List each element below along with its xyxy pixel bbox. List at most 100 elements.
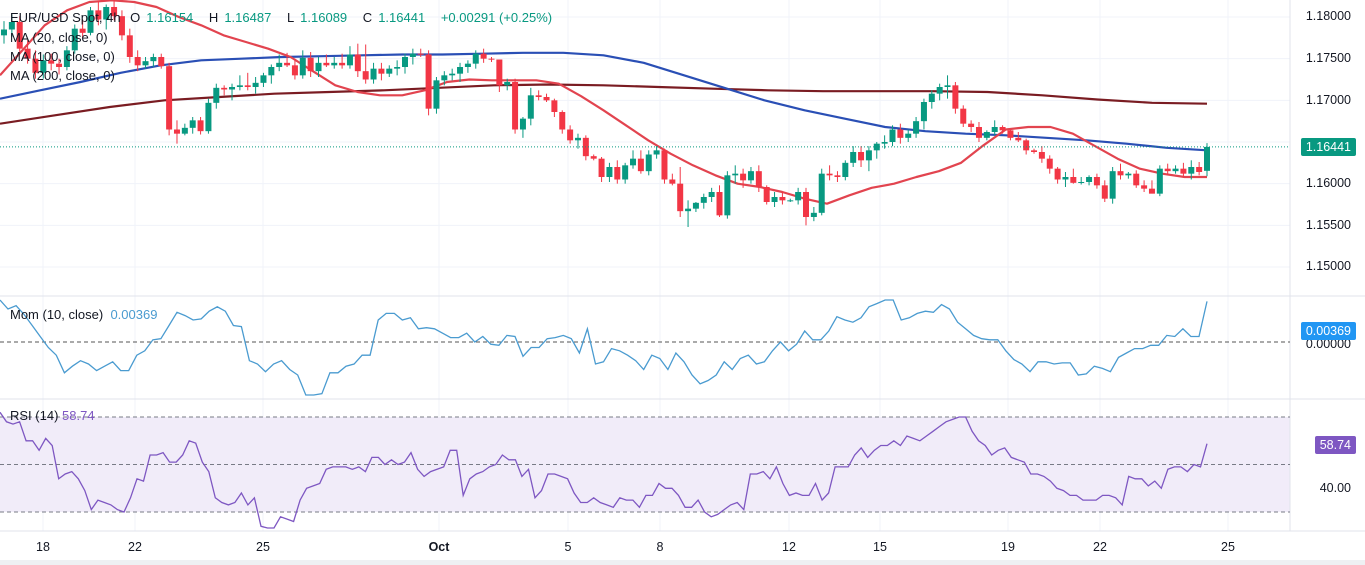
candle [873,142,880,159]
candle-body [1101,185,1108,199]
rsi-legend[interactable]: RSI (14) 58.74 [10,408,95,424]
candle [95,1,102,26]
candle-body [1054,168,1061,180]
candle-body [150,57,157,62]
candle-body [166,66,173,130]
time-tick: 22 [128,540,142,554]
candle-body [1148,188,1155,194]
candle [276,54,283,72]
candle-body [402,57,408,67]
candle-body [881,142,888,144]
candle-body [142,61,149,66]
candle [1133,170,1140,188]
candle [630,150,637,169]
ma200-line [0,83,1208,125]
candle-body [960,108,967,124]
candle [881,135,888,149]
candle [692,202,699,212]
candle-body [975,127,982,138]
candle-body [661,150,668,180]
momentum-tag: 0.00369 [1300,322,1356,340]
candle-body [354,54,361,72]
candle-body [1007,130,1014,138]
candle-body [433,80,440,109]
ma20-legend[interactable]: MA (20, close, 0) [10,30,108,45]
candle [56,58,63,75]
candle [551,98,558,117]
candle [370,62,377,84]
candle-body [1180,168,1187,174]
price-tick: 1.17500 [1305,51,1351,65]
candle-body [1070,177,1077,183]
candle [810,207,817,222]
momentum-legend[interactable]: Mom (10, close) 0.00369 [10,307,157,323]
candle-body [1164,168,1171,172]
candle [677,167,684,217]
time-tick: 18 [36,540,50,554]
candle-body [1023,140,1030,151]
candle-body [87,10,94,33]
candle-body [95,10,102,20]
last-price-tag: 1.16441 [1300,138,1356,156]
candle [1141,180,1148,192]
candle [284,52,291,67]
candle-body [795,192,802,201]
candle [417,48,424,57]
candle-body [197,120,204,132]
candle-body [480,53,487,59]
candle-body [740,173,747,181]
candle-body [260,75,267,83]
candle-body [574,137,581,141]
candle [567,125,574,144]
candle-body [716,192,723,216]
candle [441,71,448,86]
candle [889,125,896,147]
moving-averages [0,0,1208,205]
rsi-line [0,411,1208,529]
candle [928,90,935,109]
candle-body [551,100,558,112]
ma100-legend[interactable]: MA (100, close, 0) [10,49,115,64]
candle [661,148,668,184]
time-tick: 8 [656,540,664,554]
candle-body [1204,146,1210,171]
candle [378,62,385,81]
candle-body [315,62,322,72]
candle-body [464,63,471,67]
candle-body [559,112,566,130]
candle-body [952,85,959,109]
candle [818,168,825,216]
candle-body [1015,137,1022,141]
candle [1125,172,1132,179]
candle [850,146,857,167]
candle [79,19,86,38]
close-label: C [362,10,373,25]
candle-body [339,62,346,66]
candle-body [590,156,597,159]
candle [1180,162,1187,177]
candle-body [755,171,762,187]
candle [150,53,157,67]
candle [158,53,165,69]
ma200-legend[interactable]: MA (200, close, 0) [10,68,115,83]
ma100-line [0,51,1208,152]
candle-body [850,152,857,163]
low-label: L [286,10,295,25]
candle-body [1117,171,1124,176]
candle-body [645,154,652,172]
candle-body [1046,158,1053,169]
candle-body [504,82,511,86]
momentum-label: Mom (10, close) [10,307,104,322]
symbol-title[interactable]: EUR/USD Spot, 4h [10,10,121,25]
candle-body [181,127,188,134]
candle-body [16,22,23,49]
candle [1054,167,1061,184]
candle [669,173,676,186]
candle [834,171,841,182]
price-tick: 1.15500 [1305,218,1351,232]
candle-body [1133,173,1140,186]
candle-body [771,197,778,202]
candle-body [653,150,660,155]
candle [755,165,762,192]
